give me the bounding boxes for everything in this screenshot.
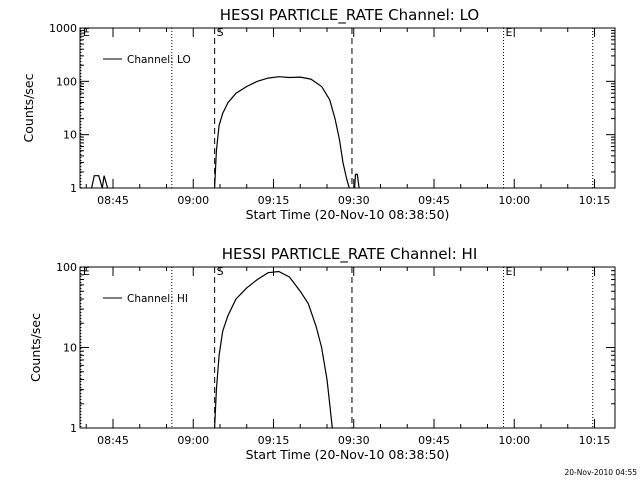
chart-title: HESSI PARTICLE_RATE Channel: LO <box>220 6 479 25</box>
y-tick-label: 10 <box>63 342 77 355</box>
x-tick-label: 09:45 <box>418 194 450 207</box>
x-axis-label: Start Time (20-Nov-10 08:38:50) <box>246 447 450 462</box>
x-tick-label: 10:00 <box>498 194 530 207</box>
series-line <box>214 270 333 428</box>
chart-panel-2: HESSI PARTICLE_RATE Channel: HI 1 10 100 08:… <box>28 245 616 462</box>
y-tick-label: 1 <box>70 422 77 435</box>
x-tick-label: 09:15 <box>258 434 290 447</box>
y-axis-label: Counts/sec <box>28 313 43 382</box>
x-tick-label: 09:00 <box>177 434 209 447</box>
x-tick-label: 09:00 <box>177 194 209 207</box>
chart-panel-1: HESSI PARTICLE_RATE Channel: LO 1 10 100 100… <box>21 6 616 222</box>
marker-label: S <box>217 26 224 39</box>
marker-label: S <box>217 265 224 278</box>
legend: Channel: HI <box>103 293 188 305</box>
y-tick-label: 10 <box>63 129 77 142</box>
x-tick-label: 08:45 <box>97 194 129 207</box>
series-line <box>354 173 360 188</box>
y-tick-label: 100 <box>56 75 77 88</box>
legend-label: Channel: LO <box>127 54 191 66</box>
x-tick-label: 10:15 <box>579 194 611 207</box>
x-tick-label: 10:00 <box>498 434 530 447</box>
y-axis-label: Counts/sec <box>21 73 36 142</box>
marker-label: E <box>83 26 90 39</box>
legend-label: Channel: HI <box>127 293 188 305</box>
legend: Channel: LO <box>103 54 191 66</box>
y-tick-label: 1000 <box>49 22 77 35</box>
series-line <box>214 76 351 188</box>
chart-title: HESSI PARTICLE_RATE Channel: HI <box>222 245 478 264</box>
plot-frame <box>79 266 616 429</box>
x-tick-label: 09:30 <box>338 434 370 447</box>
marker-label: E <box>83 265 90 278</box>
x-tick-label: 08:45 <box>97 434 129 447</box>
y-tick-label: 100 <box>56 261 77 274</box>
x-tick-label: 09:30 <box>338 194 370 207</box>
y-tick-label: 1 <box>70 182 77 195</box>
x-axis-label: Start Time (20-Nov-10 08:38:50) <box>246 207 450 222</box>
plot-frame <box>79 27 616 189</box>
timestamp-stamp: 20-Nov-2010 04:55 <box>565 468 638 477</box>
x-tick-label: 10:15 <box>579 434 611 447</box>
marker-label: E <box>506 26 513 39</box>
marker-label: E <box>506 265 513 278</box>
x-tick-label: 09:45 <box>418 434 450 447</box>
series-line <box>91 175 109 188</box>
x-tick-label: 09:15 <box>258 194 290 207</box>
